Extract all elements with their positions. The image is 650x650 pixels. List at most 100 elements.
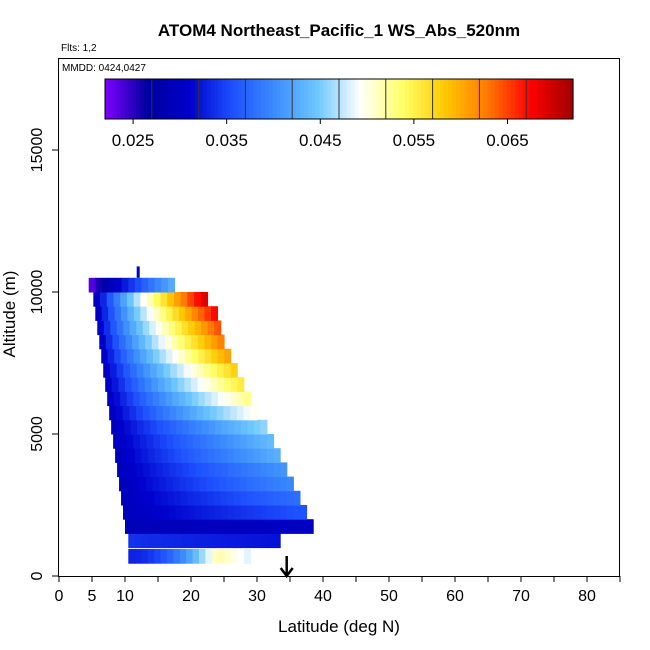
data-cell [159,391,167,407]
data-cell [260,448,268,463]
data-cell [175,320,183,336]
data-cell [217,334,225,350]
data-cell [125,476,134,492]
colorbar-swatch [136,79,141,119]
data-cell [184,377,192,392]
colorbar-swatch [280,79,285,119]
data-cell [188,505,196,520]
data-cell [233,490,241,506]
data-cell [158,377,166,392]
data-cell [241,462,249,478]
data-cell [223,363,232,378]
x-tick-label: 30 [248,588,266,605]
data-cell [123,363,131,378]
data-cell [162,405,171,421]
data-cell [182,419,190,435]
data-cell [140,292,148,307]
data-cell [167,292,175,307]
data-cell [192,476,201,492]
data-cell [208,462,216,478]
data-cell [179,476,187,492]
data-cell [159,434,168,449]
data-cell [176,419,184,435]
plot-frame [58,58,620,577]
colorbar-swatch [206,79,211,119]
data-cell [199,434,208,449]
colorbar-swatch [448,79,453,119]
data-cell [237,549,245,564]
data-cell [159,306,167,321]
data-cell [134,277,143,293]
colorbar-swatch [249,79,254,119]
data-cell [106,292,115,307]
data-cell [261,519,269,534]
colorbar-swatch [132,79,137,119]
colorbar-swatch [495,79,500,119]
data-cell [172,391,180,407]
data-cell [260,505,268,520]
data-cell [203,405,211,421]
data-cell [120,348,128,364]
data-cell [128,533,136,549]
data-cell [141,277,149,293]
data-cell [134,549,142,564]
data-cell [210,363,218,378]
data-cell [134,533,143,549]
colorbar-swatch [319,79,324,119]
data-cell [217,391,225,407]
data-cell [148,448,156,463]
colorbar-swatch [253,79,258,119]
data-cell [123,320,131,336]
data-cell [280,490,288,506]
data-cell [181,533,189,549]
data-cell [150,519,159,534]
data-cell [232,476,241,492]
data-cell [156,419,164,435]
data-spike [136,266,140,278]
data-cell [136,320,144,336]
data-cell [125,519,133,534]
data-cell [279,476,288,492]
data-cell [164,334,173,350]
colorbar-swatch [381,79,387,119]
dates-note: MMDD: 0424,0427 [62,63,146,74]
colorbar-swatch [401,79,406,119]
data-cell [217,348,225,364]
data-cell [138,377,146,392]
data-cell [95,306,103,321]
data-cell [280,519,288,534]
colorbar-swatch [534,79,539,119]
data-cell [226,476,234,492]
colorbar-swatch [413,79,418,119]
colorbar-swatch [105,79,110,119]
colorbar-swatch [530,79,535,119]
data-cell [184,334,192,350]
data-cell [138,334,146,350]
data-cell [293,490,301,506]
colorbar-swatch [214,79,219,119]
data-cell [122,405,130,421]
data-cell [221,419,229,435]
data-cell [150,363,158,378]
data-cell [160,292,168,307]
data-cell [130,419,138,435]
colorbar-swatch [264,79,270,119]
data-cell [266,533,275,549]
data-cell [246,476,254,492]
data-cell [148,277,156,293]
data-cell [266,476,274,492]
data-cell [111,419,119,435]
data-cell [159,348,167,364]
data-cell [126,391,134,407]
colorbar-swatch [198,79,204,119]
data-cell [198,391,206,407]
colorbar-swatch [339,79,344,119]
data-cell [178,391,186,407]
data-cell [175,505,183,520]
data-cell [171,377,179,392]
colorbar-swatch [124,79,129,119]
colorbar-swatch [218,79,223,119]
data-cell [160,490,169,506]
data-cell [236,405,245,421]
data-cell [200,490,208,506]
